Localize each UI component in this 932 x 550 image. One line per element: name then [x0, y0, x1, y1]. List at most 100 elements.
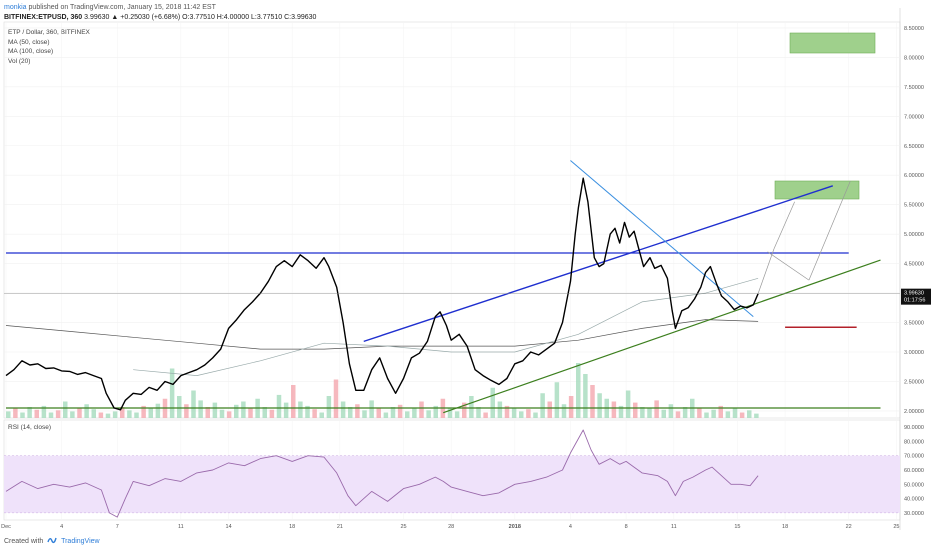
- volume-bar: [383, 412, 389, 418]
- legend-ma100[interactable]: MA (100, close): [8, 48, 54, 55]
- target-box-lower: [774, 180, 860, 200]
- volume-bar: [212, 402, 218, 418]
- volume-bar: [120, 407, 125, 418]
- volume-bar: [298, 401, 303, 418]
- rsi-tick-label: 60.0000: [904, 468, 924, 474]
- volume-bar: [219, 409, 225, 418]
- volume-bar: [48, 412, 54, 418]
- target-box-upper: [789, 32, 876, 54]
- volume-bar: [369, 400, 374, 418]
- volume-bar: [55, 410, 61, 418]
- volume-bar: [739, 412, 745, 418]
- time-tick-label: Dec: [1, 524, 11, 530]
- legend-vol[interactable]: Vol (20): [8, 57, 31, 65]
- volume-bar: [568, 396, 574, 418]
- volume-bar: [668, 404, 674, 418]
- volume-bar: [390, 407, 396, 418]
- volume-bar: [561, 404, 567, 418]
- rsi-label[interactable]: RSI (14, close): [8, 424, 51, 431]
- volume-bar: [697, 408, 702, 418]
- volume-bar: [469, 396, 474, 418]
- last-price-value: 3.99630: [904, 291, 924, 297]
- volume-bar: [262, 407, 267, 418]
- volume-bar: [754, 413, 759, 418]
- time-tick-label: 11: [671, 524, 677, 530]
- price-line: [5, 177, 759, 411]
- volume-bar: [319, 412, 324, 418]
- price-tick-label: 7.50000: [904, 85, 924, 91]
- volume-bar: [747, 410, 752, 418]
- price-tick-label: 6.00000: [904, 173, 924, 179]
- symbol-line: BITFINEX:ETPUSD, 360 3.99630 ▲ +0.25030 …: [4, 13, 316, 22]
- price-tick-label: 6.50000: [904, 144, 924, 150]
- volume-bar: [340, 401, 346, 418]
- volume-bar: [526, 409, 531, 418]
- volume-bar: [27, 407, 32, 418]
- author-name[interactable]: monkia: [4, 4, 27, 11]
- volume-bar: [105, 413, 111, 418]
- price-tick-label: 3.50000: [904, 321, 924, 327]
- volume-bar: [511, 408, 517, 418]
- volume-bar: [134, 412, 139, 418]
- ma50-line: [133, 277, 759, 376]
- volume-bar: [675, 411, 681, 418]
- volume-bar: [169, 368, 175, 418]
- volume-bar: [633, 402, 638, 418]
- volume-bar: [397, 404, 403, 418]
- volume-bar: [725, 411, 731, 418]
- volume-bar: [597, 393, 602, 418]
- volume-bar: [732, 408, 738, 418]
- time-tick-label: 4: [60, 524, 63, 530]
- volume-bar: [91, 409, 96, 418]
- volume-bar: [419, 401, 424, 418]
- volume-bar: [547, 401, 552, 418]
- volume-bar: [98, 412, 104, 418]
- volume-bar: [241, 401, 246, 418]
- volume-bar: [647, 408, 652, 418]
- volume-bar: [405, 411, 410, 418]
- volume-bar: [155, 403, 161, 418]
- price-tick-label: 7.00000: [904, 114, 924, 120]
- price-tick-label: 8.00000: [904, 55, 924, 61]
- price-tick-label: 8.50000: [904, 26, 924, 32]
- volume-bar: [533, 412, 538, 418]
- forecast-arrow: [773, 201, 795, 250]
- rsi-tick-label: 40.0000: [904, 497, 924, 503]
- volume-bar: [248, 408, 253, 418]
- volume-bar: [611, 401, 617, 418]
- legend-title: ETP / Dollar, 360, BITFINEX: [8, 29, 90, 36]
- volume-bar: [476, 407, 481, 418]
- volume-bar: [226, 411, 232, 418]
- volume-bar: [84, 404, 89, 418]
- trendline-green-uptrend: [443, 259, 881, 414]
- volume-bar: [412, 408, 417, 418]
- time-tick-label: 21: [337, 524, 343, 530]
- volume-bar: [497, 401, 503, 418]
- tradingview-link[interactable]: TradingView: [61, 538, 100, 545]
- price-tick-label: 5.50000: [904, 203, 924, 209]
- volume-bar: [704, 412, 709, 418]
- time-tick-label: 28: [448, 524, 454, 530]
- publish-info: published on TradingView.com, January 15…: [28, 4, 216, 11]
- volume-bar: [112, 411, 118, 418]
- rsi-tick-label: 80.0000: [904, 439, 924, 445]
- volume-bar: [198, 400, 203, 418]
- time-tick-label: 18: [782, 524, 788, 530]
- volume-bar: [362, 410, 367, 418]
- volume-bar: [191, 390, 196, 418]
- volume-bar: [654, 400, 659, 418]
- volume-bar: [77, 408, 82, 418]
- legend-ma50[interactable]: MA (50, close): [8, 38, 50, 46]
- price-axis: 8.50000 8.00000 7.50000 7.00000 6.50000 6.000…: [1, 22, 924, 530]
- volume-bar: [554, 382, 560, 418]
- time-tick-label: 22: [846, 524, 852, 530]
- volume-bar: [291, 385, 296, 418]
- time-tick-label: 14: [226, 524, 232, 530]
- volume-bar: [433, 405, 438, 418]
- time-tick-label: 7: [116, 524, 119, 530]
- quote: 3.99630 ▲ +0.25030 (+6.68%) O:3.77510 H:…: [84, 14, 317, 21]
- price-tick-label: 5.00000: [904, 232, 924, 238]
- volume-bars: [6, 363, 759, 418]
- volume-bar: [447, 408, 453, 418]
